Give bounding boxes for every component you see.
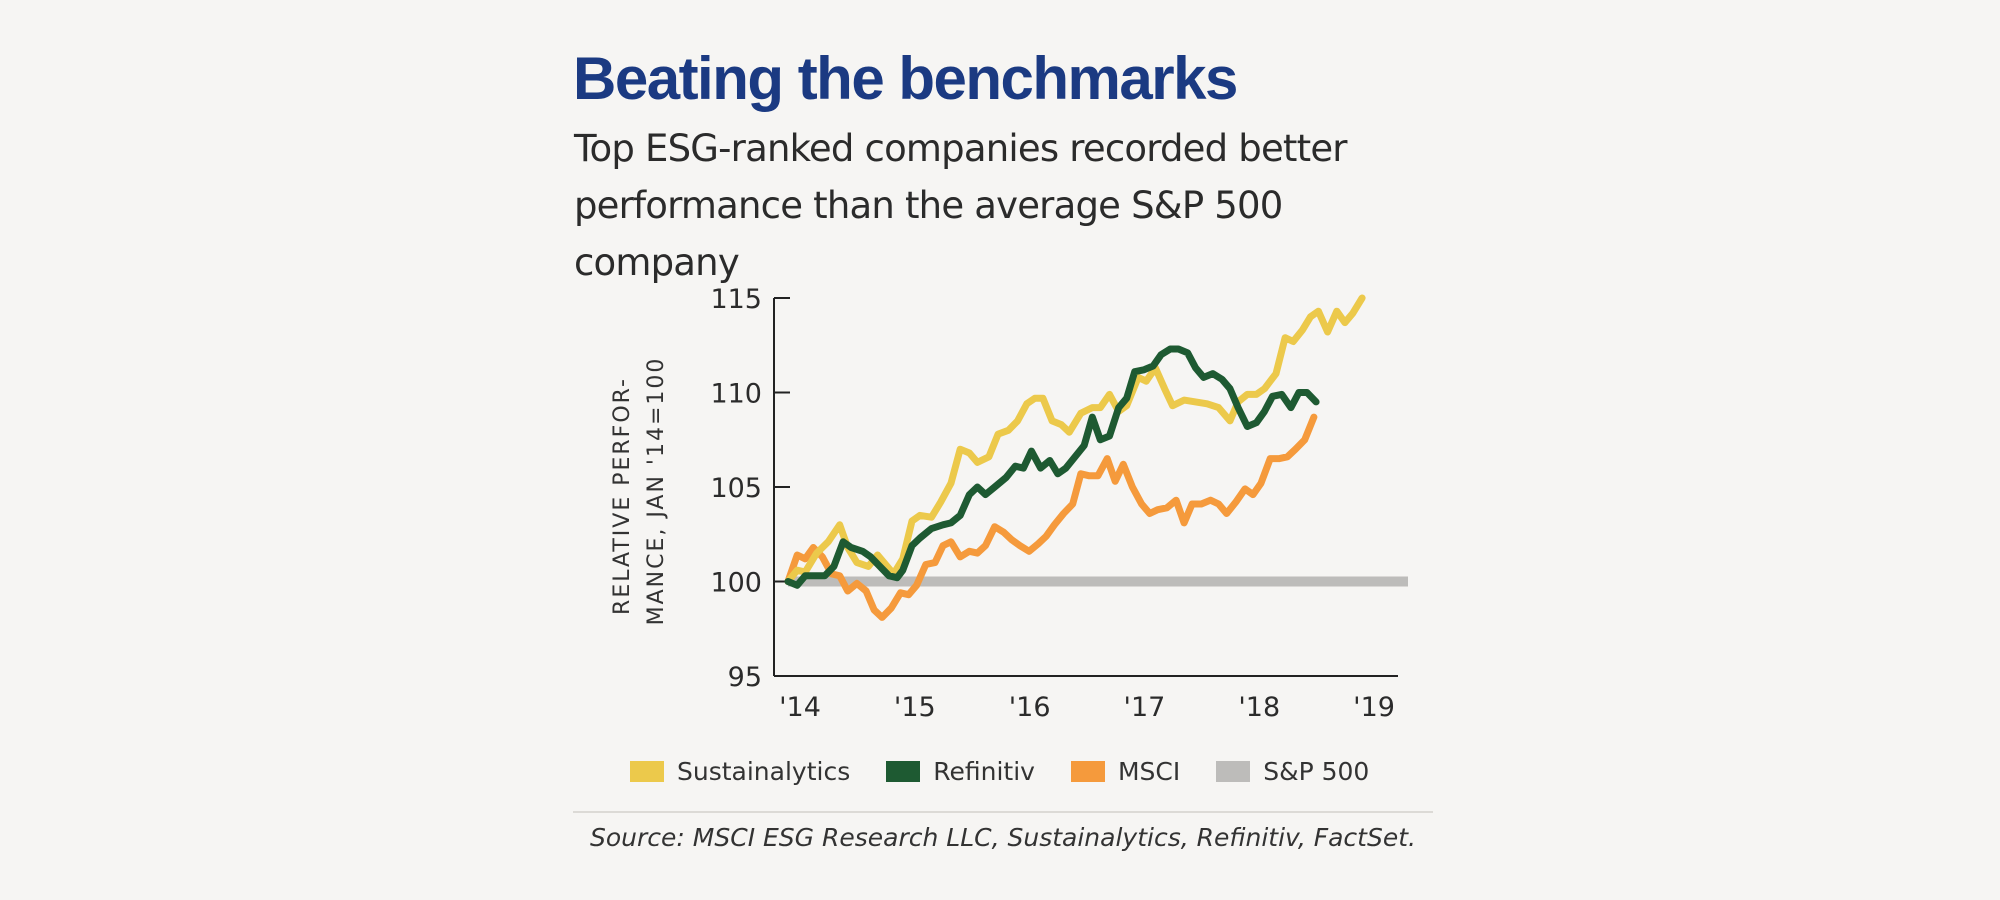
y-tick-label: 115	[710, 284, 762, 315]
source-note: Source: MSCI ESG Research LLC, Sustainal…	[590, 823, 1416, 852]
x-tick-label: '18	[1238, 692, 1280, 723]
legend-item-msci: MSCI	[1070, 757, 1181, 786]
divider	[573, 811, 1433, 813]
legend: Sustainalytics Refinitiv MSCI S&P 500	[630, 757, 1405, 786]
legend-item-sp500: S&P 500	[1216, 757, 1369, 786]
legend-label-msci: MSCI	[1117, 757, 1181, 786]
legend-label-refinitiv: Refinitiv	[933, 757, 1035, 786]
series-line-refinitiv	[784, 345, 1320, 589]
series-line-sustainalytics	[784, 294, 1366, 585]
x-tick-label: '15	[894, 692, 936, 723]
y-tick-label: 100	[710, 568, 762, 599]
y-tick-label: 95	[728, 662, 762, 693]
legend-label-sp500: S&P 500	[1263, 757, 1370, 786]
x-tick-label: '16	[1009, 692, 1051, 723]
y-tick-label: 105	[710, 473, 762, 504]
legend-swatch-msci	[1070, 761, 1105, 782]
legend-item-refinitiv: Refinitiv	[886, 757, 1035, 786]
legend-swatch-refinitiv	[886, 761, 921, 782]
series-line-msci	[784, 413, 1318, 621]
y-axis-title-line-1: RELATIVE PERFOR-	[610, 377, 635, 615]
y-axis-title: RELATIVE PERFOR- MANCE, JAN '14=100	[610, 357, 669, 626]
chart-subtitle: Top ESG-ranked companies recorded better…	[574, 127, 1348, 284]
y-tick-label: 110	[710, 379, 762, 410]
x-tick-label: '17	[1124, 692, 1166, 723]
legend-swatch-sp500	[1216, 761, 1251, 782]
chart-title: Beating the benchmarks	[573, 45, 1238, 112]
x-tick-label: '19	[1353, 692, 1395, 723]
legend-item-sustainalytics: Sustainalytics	[630, 757, 850, 786]
plot-area: 95 100 105 110 115 '14 '15 '16 '17 '18 '19	[710, 284, 1408, 723]
legend-swatch-sustainalytics	[630, 761, 664, 782]
legend-label-sustainalytics: Sustainalytics	[677, 757, 851, 786]
x-tick-label: '14	[779, 692, 821, 723]
y-axis-title-line-2: MANCE, JAN '14=100	[644, 357, 669, 626]
